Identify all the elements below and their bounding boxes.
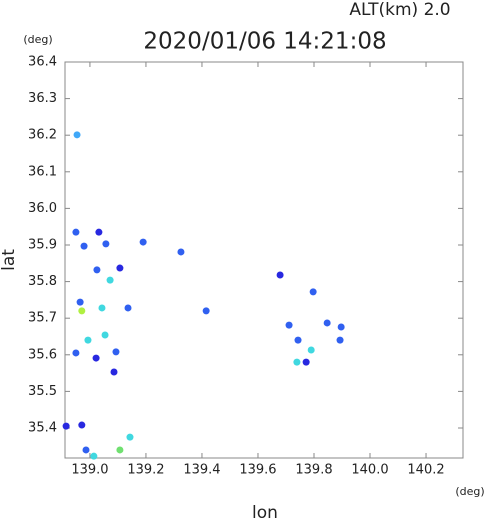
echo-cell: [78, 307, 86, 315]
echo-cell: [102, 240, 110, 248]
echo-cell: [139, 238, 147, 246]
echo-cell: [124, 304, 132, 312]
echo-cell: [294, 336, 302, 344]
echo-cell: [95, 228, 103, 236]
y-tick-label: 36.3: [28, 91, 57, 106]
echo-cell: [323, 319, 331, 327]
altitude-label: ALT(km) 2.0: [349, 0, 450, 20]
echo-cell: [276, 271, 284, 279]
echo-cell: [106, 276, 114, 284]
echo-cell: [336, 336, 344, 344]
x-tick-label: 139.4: [183, 463, 220, 478]
echo-cell: [337, 323, 345, 331]
echo-cell: [62, 422, 70, 430]
echo-cell: [92, 354, 100, 362]
x-axis-label: lon: [252, 503, 278, 521]
y-tick-label: 36.1: [28, 164, 57, 179]
y-axis-label: lat: [0, 249, 19, 271]
y-tick-label: 35.8: [28, 274, 57, 289]
echo-cell: [285, 321, 293, 329]
echo-cell: [72, 349, 80, 357]
y-tick-label: 35.9: [28, 237, 57, 252]
x-tick-label: 139.0: [71, 463, 108, 478]
echo-cell: [73, 131, 81, 139]
y-tick-label: 35.4: [28, 420, 57, 435]
y-tick-label: 35.5: [28, 384, 57, 399]
echo-cell: [307, 346, 315, 354]
plot-frame: [64, 61, 464, 459]
y-unit: (deg): [23, 33, 52, 46]
echo-cell: [116, 264, 124, 272]
x-tick-label: 140.2: [407, 463, 444, 478]
echo-cell: [116, 446, 124, 454]
echo-cell: [110, 368, 118, 376]
echo-cell: [112, 348, 120, 356]
echo-cell: [90, 452, 98, 460]
echo-cell: [84, 336, 92, 344]
x-tick-label: 139.8: [295, 463, 332, 478]
y-tick-label: 36.2: [28, 128, 57, 143]
echo-cell: [93, 266, 101, 274]
echo-cell: [202, 307, 210, 315]
echo-cell: [82, 446, 90, 454]
x-tick-label: 139.6: [239, 463, 276, 478]
echo-cell: [98, 304, 106, 312]
echo-cell: [76, 298, 84, 306]
echo-cell: [126, 433, 134, 441]
echo-cell: [177, 248, 185, 256]
echo-cell: [80, 242, 88, 250]
y-tick-label: 35.7: [28, 311, 57, 326]
x-unit: (deg): [455, 485, 484, 498]
echo-cell: [309, 288, 317, 296]
echo-cell: [72, 228, 80, 236]
y-tick-label: 36.0: [28, 201, 57, 216]
echo-cell: [78, 421, 86, 429]
echo-cell: [101, 331, 109, 339]
chart-title: 2020/01/06 14:21:08: [143, 29, 386, 55]
y-tick-label: 36.4: [28, 55, 57, 70]
echo-cell: [302, 358, 310, 366]
x-tick-label: 140.0: [351, 463, 388, 478]
x-tick-label: 139.2: [127, 463, 164, 478]
echo-cell: [293, 358, 301, 366]
y-tick-label: 35.6: [28, 347, 57, 362]
